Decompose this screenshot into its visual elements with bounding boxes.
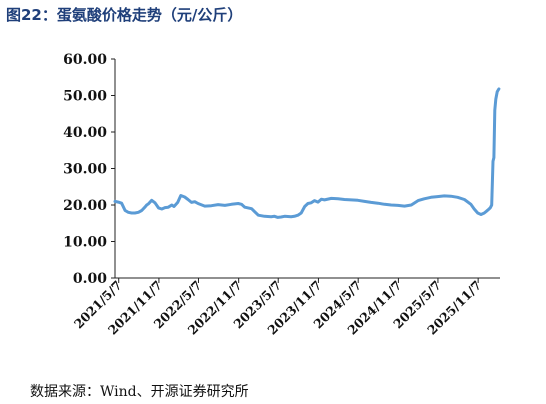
- plot-area: [113, 87, 501, 219]
- x-axis: 2021/5/72021/11/72022/5/72022/11/72023/5…: [71, 277, 500, 338]
- series-line-0: [113, 87, 501, 219]
- y-tick-label: 0.00: [73, 271, 107, 287]
- source-note: 数据来源：Wind、开源证券研究所: [30, 384, 249, 400]
- figure-title: 图22：蛋氨酸价格走势（元/公斤）: [6, 6, 243, 24]
- y-tick-label: 60.00: [63, 52, 107, 68]
- y-tick-label: 10.00: [63, 235, 107, 251]
- y-tick-label: 30.00: [63, 162, 107, 178]
- y-tick-label: 40.00: [63, 125, 107, 141]
- y-tick-label: 20.00: [63, 198, 107, 214]
- y-tick-label: 50.00: [63, 89, 107, 105]
- y-axis: 0.00 10.00 20.00 30.00 40.00 50.00 60.00: [63, 52, 116, 287]
- price-line-chart: 0.00 10.00 20.00 30.00 40.00 50.00 60.00 2021/…: [63, 52, 501, 338]
